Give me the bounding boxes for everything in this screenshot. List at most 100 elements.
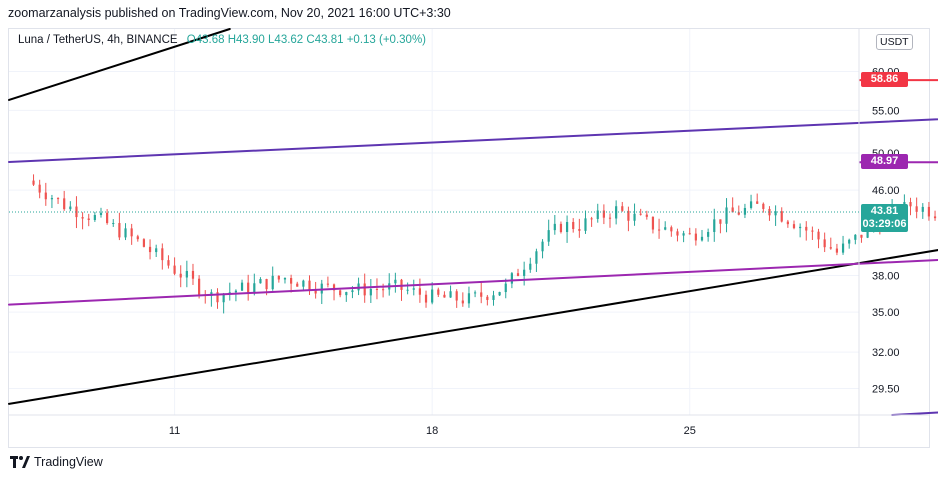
candle-body: [848, 239, 851, 244]
tradingview-logo[interactable]: TradingView: [10, 455, 103, 469]
candle-body: [314, 290, 317, 294]
candle-body: [841, 243, 845, 253]
candle-body: [302, 280, 305, 287]
candle-body: [700, 236, 704, 241]
candle-body: [198, 278, 201, 295]
candle-body: [381, 289, 385, 291]
candle-body: [645, 214, 648, 217]
candle-body: [713, 219, 716, 232]
candle-body: [768, 208, 771, 216]
candle-body: [56, 198, 60, 200]
currency-button[interactable]: USDT: [876, 34, 913, 50]
candle-body: [627, 210, 630, 221]
candle-body: [510, 273, 513, 284]
candle-body: [424, 294, 428, 303]
candle-body: [492, 295, 495, 300]
candle-body: [664, 227, 667, 230]
candle-body: [596, 210, 599, 219]
candle-body: [222, 293, 225, 303]
candle-body: [443, 294, 446, 298]
candle-body: [161, 248, 164, 261]
candle-body: [694, 233, 697, 241]
candle-body: [93, 215, 96, 221]
candle-body: [921, 206, 924, 212]
candle-body: [265, 279, 268, 290]
candle-body: [44, 192, 47, 200]
candle-body: [136, 236, 139, 240]
candle-body: [99, 212, 103, 216]
candle-body: [296, 283, 299, 287]
candle-body: [234, 290, 238, 293]
publisher-line: zoomarzanalysis published on TradingView…: [8, 6, 451, 20]
candle-body: [608, 217, 612, 219]
candle-body: [915, 206, 918, 212]
y-tick-label: 46.00: [872, 185, 900, 197]
candle-body: [633, 213, 636, 221]
red-level-tag: 58.86: [861, 72, 908, 88]
candle-body: [731, 207, 734, 213]
candle-body: [394, 279, 397, 284]
candle-body: [253, 283, 256, 293]
candle-body: [473, 292, 477, 294]
candle-body: [541, 241, 544, 252]
candle-body: [860, 234, 863, 238]
candle-body: [835, 248, 839, 253]
trendline-black-upper[interactable]: [8, 28, 231, 101]
candle-body: [332, 284, 336, 291]
candle-body: [63, 198, 66, 210]
candle-body: [418, 288, 421, 295]
candle-body: [615, 206, 618, 219]
candle-body: [572, 222, 575, 230]
candle-body: [345, 292, 348, 296]
candle-body: [523, 269, 526, 276]
candle-body: [271, 275, 274, 290]
candle-body: [909, 202, 912, 207]
x-tick-label: 25: [684, 425, 696, 437]
y-tick-label: 38.00: [872, 270, 900, 282]
candle-body: [725, 207, 728, 224]
candle-body: [124, 228, 127, 238]
red-level-value: 58.86: [870, 73, 899, 86]
candle-body: [308, 280, 311, 291]
candle-body: [774, 211, 777, 216]
candle-body: [547, 230, 550, 242]
candle-body: [240, 282, 244, 291]
candle-body: [498, 292, 501, 296]
change-value: +0.13 (+0.30%): [346, 34, 426, 46]
drawings: [8, 28, 938, 416]
symbol-label[interactable]: Luna / TetherUS, 4h, BINANCE: [18, 34, 178, 46]
candle-body: [130, 228, 133, 237]
candle-body: [590, 218, 593, 220]
y-tick-label: 55.00: [872, 105, 900, 117]
candle-body: [431, 289, 434, 303]
candle-body: [756, 201, 759, 204]
high-value: H43.90: [227, 34, 265, 46]
candle-body: [155, 248, 158, 253]
candle-body: [535, 251, 538, 264]
y-tick-label: 35.00: [872, 307, 900, 319]
y-tick-label: 32.00: [872, 347, 900, 359]
candle-body: [578, 229, 581, 231]
trendline-channel-upper[interactable]: [8, 72, 938, 163]
candle-body: [811, 230, 814, 232]
candle-body: [449, 291, 452, 298]
candle-body: [480, 292, 483, 297]
candle-body: [142, 239, 146, 247]
candle-body: [118, 223, 121, 238]
candle-body: [216, 292, 219, 303]
trendline-channel-mid[interactable]: [8, 210, 938, 306]
candle-body: [406, 289, 409, 291]
candle-body: [829, 247, 832, 249]
candle-body: [50, 198, 54, 200]
candle-body: [486, 296, 489, 300]
candle-body: [283, 278, 287, 280]
candle-body: [112, 223, 115, 225]
candle-body: [737, 212, 740, 215]
candle-body: [351, 290, 354, 293]
candle-body: [565, 222, 569, 233]
y-tick-label: 29.50: [872, 384, 900, 396]
trendline-black-support[interactable]: [8, 114, 938, 405]
candle-body: [455, 291, 458, 301]
candle-body: [749, 201, 753, 208]
